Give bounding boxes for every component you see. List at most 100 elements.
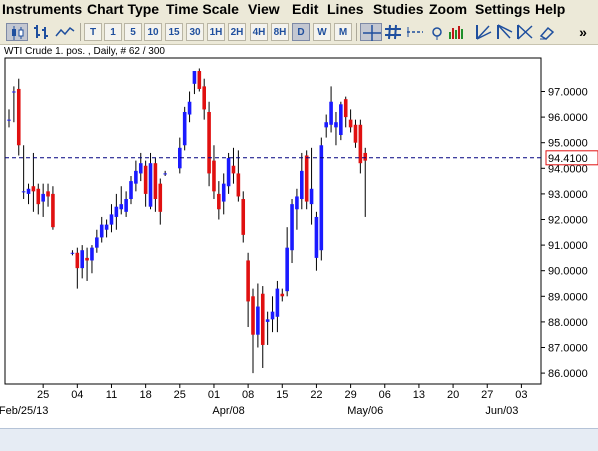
candlestick-chart-icon[interactable] (6, 23, 28, 41)
x-tick-label: 20 (447, 389, 459, 401)
candle-up (26, 188, 31, 194)
eraser-icon[interactable] (536, 23, 558, 41)
candle-up (41, 193, 45, 202)
candle-down (31, 186, 36, 192)
candle-down (153, 163, 158, 200)
menu-studies[interactable]: Studies (373, 1, 424, 17)
candle-up (295, 196, 299, 210)
candle-up (70, 252, 75, 254)
toolbar-separator (356, 23, 357, 41)
timeframe-4h-button[interactable]: 4H (250, 23, 268, 41)
y-tick-label: 94.0000 (548, 163, 588, 175)
x-tick-label: 08 (242, 389, 254, 401)
timeframe-10-button[interactable]: 10 (144, 23, 162, 41)
horizontal-line-icon[interactable] (404, 23, 426, 41)
timeframe-5-button[interactable]: 5 (124, 23, 142, 41)
candle-up (119, 204, 124, 210)
menu-instruments[interactable]: Instruments (2, 1, 83, 17)
fan-icon[interactable] (472, 23, 494, 41)
x-tick-label: 11 (106, 389, 117, 401)
timeframe-15-button[interactable]: 15 (165, 23, 183, 41)
candle-down (353, 124, 358, 143)
candle-down (75, 252, 80, 269)
candle-up (256, 306, 260, 335)
candle-down (236, 173, 241, 197)
x-tick-label: 27 (481, 389, 493, 401)
current-price-label: 94.4100 (548, 153, 588, 165)
candle-up (95, 237, 99, 248)
candle-down (207, 111, 211, 174)
x-tick-label: 22 (310, 389, 322, 401)
chart-area[interactable]: 97.0000 96.0000 95.0000 94.0000 93.0000 92.00… (0, 44, 598, 428)
status-bar (0, 428, 598, 451)
x-tick-label: 03 (515, 389, 527, 401)
crosshair-icon[interactable] (360, 23, 382, 41)
timeframe-30-button[interactable]: 30 (186, 23, 204, 41)
candle-down (143, 165, 148, 194)
candle-down (348, 119, 353, 128)
y-tick-label: 90.0000 (548, 266, 588, 278)
candle-down (36, 188, 41, 205)
grid-icon[interactable] (382, 23, 404, 41)
candle-down (16, 88, 21, 146)
candle-up (339, 104, 343, 136)
menu-lines[interactable]: Lines (327, 1, 364, 17)
candle-down (46, 191, 50, 197)
candle-up (182, 111, 187, 146)
x-month-label: May/06 (347, 405, 383, 417)
candle-down (246, 260, 250, 302)
candle-down (217, 193, 221, 210)
timeframe-m-button[interactable]: M (334, 23, 352, 41)
menu-zoom[interactable]: Zoom (429, 1, 468, 17)
timeframe-1h-button[interactable]: 1H (207, 23, 225, 41)
bar-chart-icon[interactable] (30, 23, 52, 41)
candle-down (231, 165, 236, 174)
plot-frame (4, 57, 542, 385)
line-chart-icon[interactable] (54, 23, 76, 41)
candle-up (221, 183, 226, 202)
timeframe-2h-button[interactable]: 2H (228, 23, 246, 41)
x-tick-label: 25 (37, 389, 49, 401)
candle-down (363, 152, 368, 161)
y-tick-label: 95.0000 (548, 138, 588, 150)
candle-up (80, 250, 84, 269)
current-price-box (545, 150, 598, 166)
candle-up (319, 145, 324, 251)
menu-help[interactable]: Help (535, 1, 566, 17)
candle-up (138, 163, 143, 174)
timeframe-8h-button[interactable]: 8H (271, 23, 289, 41)
candle-up (21, 191, 26, 193)
candle-down (304, 155, 309, 202)
y-tick-label: 86.0000 (548, 368, 588, 380)
toolbar-overflow-button[interactable]: » (579, 24, 587, 40)
candle-up (148, 163, 153, 207)
chart-info-label: WTI Crude 1. pos. , Daily, # 62 / 300 (4, 46, 165, 57)
menu-edit[interactable]: Edit (292, 1, 319, 17)
volume-icon[interactable] (446, 23, 468, 41)
candle-down (358, 124, 363, 164)
menu-time-scale[interactable]: Time Scale (166, 1, 239, 17)
candle-down (343, 99, 348, 118)
timeframe-w-button[interactable]: W (313, 23, 331, 41)
x-tick-label: 18 (140, 389, 152, 401)
fib-icon[interactable] (514, 23, 536, 41)
candle-down (197, 71, 202, 89)
x-tick-label: 04 (71, 389, 83, 401)
timeframe-d-button[interactable]: D (292, 23, 310, 41)
menu-view[interactable]: View (248, 1, 280, 17)
menu-settings[interactable]: Settings (475, 1, 531, 17)
info-icon[interactable] (426, 23, 448, 41)
candle-up (275, 288, 280, 317)
menu-chart-type[interactable]: Chart Type (87, 1, 160, 17)
y-tick-label: 96.0000 (548, 112, 588, 124)
candle-down (280, 293, 285, 297)
candle-down (202, 86, 206, 110)
candle-up (226, 158, 231, 187)
x-tick-label: 06 (379, 389, 391, 401)
toolbar-separator (80, 23, 81, 41)
fan-down-icon[interactable] (493, 23, 515, 41)
timeframe-t-button[interactable]: T (84, 23, 102, 41)
timeframe-1-button[interactable]: 1 (104, 23, 122, 41)
candle-up (192, 71, 197, 84)
candle-up (300, 170, 304, 200)
